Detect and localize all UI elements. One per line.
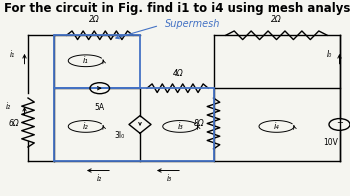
Text: i₂: i₂ [97, 174, 102, 183]
Text: 10V: 10V [323, 138, 338, 147]
Text: 4Ω: 4Ω [173, 69, 183, 78]
Text: For the circuit in Fig. find i1 to i4 using mesh analysis.: For the circuit in Fig. find i1 to i4 us… [4, 2, 350, 15]
Text: i₄: i₄ [274, 122, 279, 131]
Text: 2Ω: 2Ω [89, 15, 100, 24]
Text: i₃: i₃ [167, 174, 172, 183]
Text: i₃: i₃ [177, 122, 183, 131]
Text: 3I₀: 3I₀ [114, 131, 124, 140]
Text: +: + [336, 118, 343, 127]
Text: Supermesh: Supermesh [164, 18, 220, 29]
Text: i₂: i₂ [6, 102, 11, 111]
Text: 8Ω: 8Ω [194, 119, 205, 128]
Text: i₁: i₁ [10, 50, 15, 59]
Text: I₀: I₀ [326, 50, 332, 59]
Text: 5A: 5A [95, 103, 105, 112]
Text: 2Ω: 2Ω [271, 15, 282, 24]
Text: 6Ω: 6Ω [8, 119, 19, 128]
Bar [54, 88, 214, 161]
Bar [54, 35, 140, 88]
Text: i₁: i₁ [83, 56, 89, 65]
Text: i₂: i₂ [83, 122, 89, 131]
